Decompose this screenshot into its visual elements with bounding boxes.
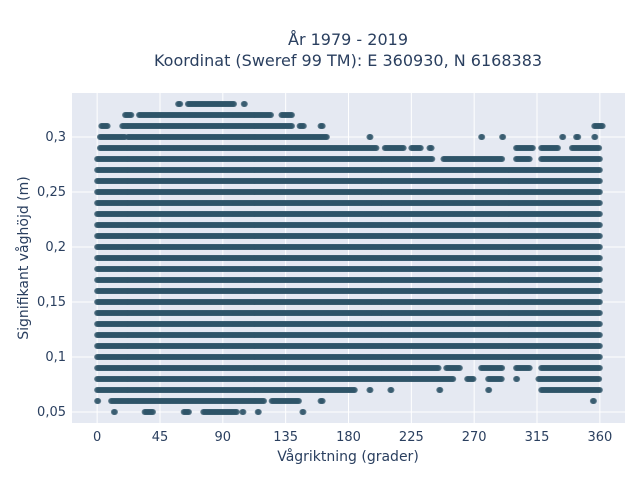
scatter-point: [470, 376, 477, 382]
scatter-point: [596, 310, 603, 316]
scatter-point: [596, 288, 603, 294]
scatter-point: [388, 387, 395, 393]
scatter-point: [149, 409, 156, 415]
scatter-point: [596, 299, 603, 305]
scatter-point: [295, 398, 302, 404]
scatter-point: [351, 387, 358, 393]
scatter-point: [596, 387, 603, 393]
scatter-point: [456, 365, 463, 371]
scatter-point: [95, 398, 102, 404]
scatter-point: [319, 398, 326, 404]
scatter-point: [486, 387, 493, 393]
scatter-point: [526, 365, 533, 371]
scatter-point: [450, 376, 457, 382]
scatter-point: [596, 365, 603, 371]
scatter-point: [111, 409, 118, 415]
scatter-point: [596, 376, 603, 382]
scatter-point: [233, 409, 240, 415]
scatter-point: [240, 409, 247, 415]
scatter-point: [435, 365, 442, 371]
scatter-point: [596, 332, 603, 338]
scatter-point: [367, 387, 374, 393]
scatter-points: [94, 101, 606, 415]
scatter-point: [596, 321, 603, 327]
scatter-point: [261, 398, 268, 404]
scatter-point: [596, 343, 603, 349]
scatter-point: [590, 398, 597, 404]
scatter-point: [255, 409, 262, 415]
scatter-point: [300, 409, 307, 415]
scatter-point: [498, 376, 505, 382]
scatter-point: [437, 387, 444, 393]
scatter-point: [185, 409, 192, 415]
scatter-point: [499, 365, 506, 371]
scatter-point: [514, 376, 521, 382]
scatter-point: [596, 354, 603, 360]
